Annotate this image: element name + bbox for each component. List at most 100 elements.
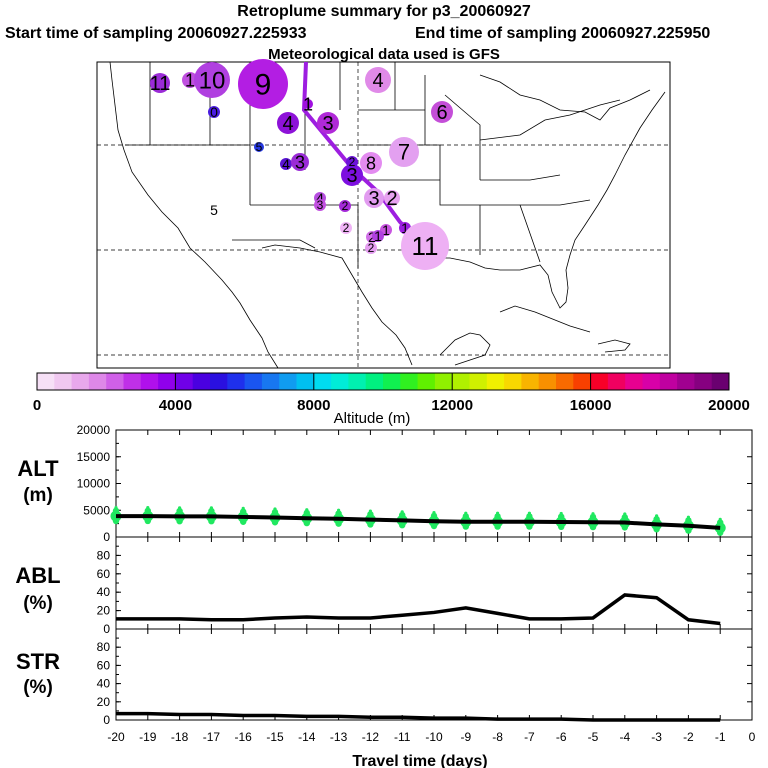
colorbar-segment bbox=[400, 373, 419, 390]
trajectory-marker: 2 bbox=[365, 241, 377, 255]
scatter-point bbox=[335, 510, 342, 517]
colorbar-segment bbox=[348, 373, 367, 390]
scatter-point bbox=[623, 512, 627, 516]
trajectory-marker: 3 bbox=[314, 198, 326, 212]
marker-label: 11 bbox=[412, 231, 439, 261]
colorbar-segment bbox=[486, 373, 505, 390]
colorbar-segment bbox=[261, 373, 280, 390]
marker-label: 3 bbox=[368, 188, 379, 210]
colorbar-segment bbox=[694, 373, 713, 390]
colorbar-segment bbox=[210, 373, 228, 390]
y-tick-label: 20 bbox=[97, 604, 111, 618]
marker-label: 2 bbox=[343, 221, 350, 235]
x-tick-label: -5 bbox=[588, 730, 599, 744]
x-tick-label: -17 bbox=[203, 730, 221, 744]
colorbar-segment bbox=[417, 373, 436, 390]
marker-circle bbox=[277, 112, 299, 134]
marker-label: 11 bbox=[150, 73, 171, 95]
trajectory-marker: 1 bbox=[303, 94, 313, 114]
figure-title: Retroplume summary for p3_20060927 bbox=[237, 3, 531, 20]
colorbar-segment bbox=[434, 373, 453, 390]
marker-label: 1 bbox=[303, 94, 313, 114]
trajectory-marker: 11 bbox=[401, 222, 449, 270]
colorbar-segment bbox=[331, 373, 349, 390]
x-tick-label: -10 bbox=[425, 730, 443, 744]
scatter-point bbox=[685, 517, 692, 524]
x-tick-label: -20 bbox=[107, 730, 125, 744]
panel-units: (m) bbox=[23, 485, 53, 506]
trajectory-marker: 4 bbox=[277, 112, 299, 135]
colorbar-segment bbox=[711, 373, 730, 390]
scatter-point bbox=[146, 505, 150, 510]
abl-line bbox=[116, 593, 721, 626]
scatter-point bbox=[462, 513, 469, 520]
trajectory-marker: 2 bbox=[340, 221, 352, 235]
marker-label: 3 bbox=[295, 152, 305, 172]
scatter-point bbox=[112, 507, 120, 514]
scatter-point bbox=[176, 507, 183, 515]
y-tick-label: 80 bbox=[97, 548, 111, 562]
x-tick-label: -2 bbox=[683, 730, 694, 744]
x-tick-label: -14 bbox=[298, 730, 316, 744]
marker-circle bbox=[182, 72, 198, 88]
colorbar-segment bbox=[279, 373, 297, 390]
marker-circle bbox=[401, 222, 449, 270]
marker-label: 1 bbox=[185, 70, 195, 90]
scatter-point bbox=[400, 510, 404, 514]
panel-label: ALT bbox=[17, 456, 59, 481]
marker-circle bbox=[254, 142, 264, 152]
colorbar-segment bbox=[175, 373, 194, 390]
x-tick-label: -4 bbox=[619, 730, 630, 744]
colorbar-segment bbox=[452, 373, 470, 390]
trajectory-marker: 3 bbox=[317, 112, 339, 135]
marker-circle bbox=[341, 164, 363, 186]
scatter-point bbox=[368, 509, 372, 513]
marker-circle bbox=[208, 106, 220, 118]
marker-label: 1 bbox=[401, 220, 409, 236]
marker-label: 6 bbox=[436, 102, 447, 124]
colorbar-segment bbox=[625, 373, 643, 390]
marker-label: 1 bbox=[374, 228, 382, 244]
colorbar-segment bbox=[469, 373, 488, 390]
colorbar-tick-label: 8000 bbox=[297, 397, 330, 414]
colorbar-segment bbox=[677, 373, 695, 390]
end-time-text: End time of sampling 20060927.225950 bbox=[415, 25, 711, 42]
trajectory-marker: 5 bbox=[210, 202, 218, 218]
marker-circle bbox=[364, 188, 384, 208]
trajectory-marker: 4 bbox=[280, 156, 292, 172]
trajectory-marker: 2 bbox=[384, 188, 400, 210]
colorbar-segment bbox=[573, 373, 592, 390]
marker-label: 3 bbox=[322, 113, 333, 135]
scatter-point bbox=[337, 508, 341, 512]
marker-circle bbox=[303, 99, 313, 109]
marker-circle bbox=[238, 59, 288, 109]
marker-circle bbox=[389, 137, 419, 167]
marker-label: 7 bbox=[398, 140, 410, 165]
colorbar-segment bbox=[123, 373, 142, 390]
colorbar-segment bbox=[71, 373, 90, 390]
y-tick-label: 5000 bbox=[83, 503, 110, 517]
x-tick-label: -15 bbox=[266, 730, 284, 744]
trajectory-marker: 2 bbox=[339, 199, 351, 213]
y-tick-label: 20000 bbox=[77, 423, 111, 437]
marker-circle bbox=[431, 101, 453, 123]
scatter-point bbox=[496, 511, 500, 515]
colorbar-segment bbox=[313, 373, 332, 390]
x-tick-label: -6 bbox=[556, 730, 567, 744]
marker-circle bbox=[280, 158, 292, 170]
panel-label: STR bbox=[16, 649, 60, 674]
y-tick-label: 10000 bbox=[77, 477, 111, 491]
scatter-point bbox=[653, 515, 660, 523]
x-axis-label: Travel time (days) bbox=[352, 753, 487, 768]
x-tick-label: -13 bbox=[330, 730, 348, 744]
colorbar-segment bbox=[538, 373, 557, 390]
scatter-point bbox=[367, 511, 374, 518]
colorbar-segment bbox=[244, 373, 263, 390]
colorbar-tick-label: 4000 bbox=[159, 397, 192, 414]
marker-circle bbox=[317, 112, 339, 134]
trajectory-marker: 5 bbox=[254, 140, 264, 154]
x-tick-label: -12 bbox=[362, 730, 380, 744]
